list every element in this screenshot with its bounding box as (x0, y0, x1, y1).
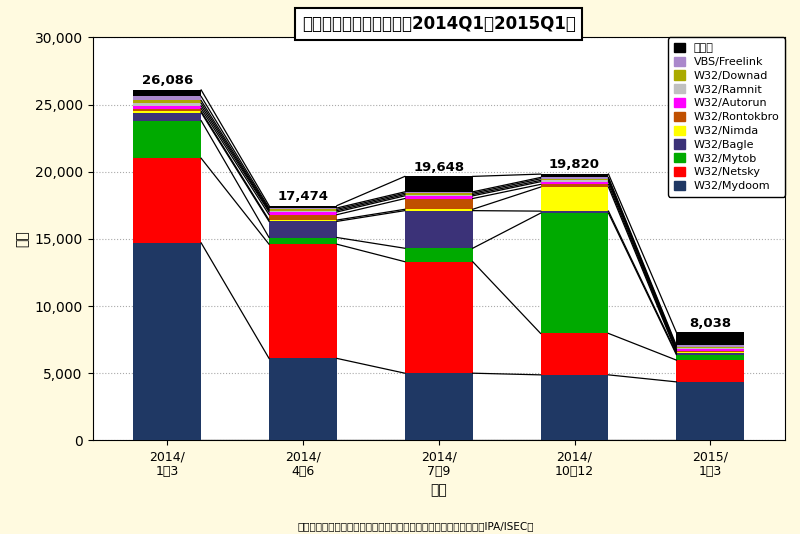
Bar (405, 193, 473, 194)
Bar (405, 373, 473, 441)
Title: ウイルス検出数の推移（2014Q1～2015Q1）: ウイルス検出数の推移（2014Q1～2015Q1） (302, 15, 576, 33)
Bar (541, 375, 609, 441)
Bar (676, 348, 744, 349)
X-axis label: 年月: 年月 (430, 484, 447, 498)
Bar (405, 192, 473, 193)
Bar (405, 194, 473, 196)
Bar (676, 355, 744, 360)
Bar (134, 243, 201, 441)
Bar (541, 211, 609, 213)
Bar (134, 121, 201, 158)
Bar (134, 103, 201, 106)
Text: 19,648: 19,648 (414, 161, 464, 174)
Legend: その他, VBS/Freelink, W32/Downad, W32/Ramnit, W32/Autorun, W32/Rontokbro, W32/Nimda: その他, VBS/Freelink, W32/Downad, W32/Ramni… (668, 37, 785, 197)
Bar (676, 332, 744, 345)
Bar (134, 100, 201, 103)
Text: 19,820: 19,820 (549, 159, 600, 171)
Bar (676, 345, 744, 347)
Text: 独立行政法人情報処理推進機構　技術本部セキュリティセンター（IPA/ISEC）: 独立行政法人情報処理推進機構 技術本部セキュリティセンター（IPA/ISEC） (298, 521, 534, 531)
Bar (541, 187, 609, 211)
Bar (541, 184, 609, 187)
Bar (269, 210, 337, 212)
Bar (269, 208, 337, 209)
Text: 17,474: 17,474 (278, 190, 329, 203)
Bar (405, 196, 473, 199)
Bar (269, 222, 337, 238)
Bar (405, 199, 473, 209)
Bar (541, 177, 609, 179)
Bar (134, 97, 201, 100)
Text: 26,086: 26,086 (142, 74, 193, 87)
Bar (541, 333, 609, 375)
Bar (134, 158, 201, 243)
Bar (269, 209, 337, 210)
Bar (269, 244, 337, 358)
Y-axis label: 個数: 個数 (15, 231, 29, 247)
Bar (405, 262, 473, 373)
Bar (134, 113, 201, 121)
Bar (134, 90, 201, 97)
Bar (676, 352, 744, 354)
Bar (134, 106, 201, 108)
Bar (269, 206, 337, 208)
Bar (541, 180, 609, 182)
Bar (676, 360, 744, 382)
Bar (269, 212, 337, 215)
Bar (541, 179, 609, 180)
Bar (269, 215, 337, 220)
Text: 8,038: 8,038 (690, 317, 731, 329)
Bar (676, 354, 744, 355)
Bar (541, 213, 609, 333)
Bar (405, 209, 473, 210)
Bar (676, 349, 744, 351)
Bar (405, 248, 473, 262)
Bar (405, 176, 473, 192)
Bar (134, 111, 201, 113)
Bar (134, 108, 201, 111)
Bar (269, 238, 337, 244)
Bar (269, 220, 337, 222)
Bar (541, 174, 609, 177)
Bar (676, 351, 744, 352)
Bar (676, 382, 744, 441)
Bar (405, 210, 473, 248)
Bar (541, 182, 609, 184)
Bar (269, 358, 337, 441)
Bar (676, 347, 744, 348)
